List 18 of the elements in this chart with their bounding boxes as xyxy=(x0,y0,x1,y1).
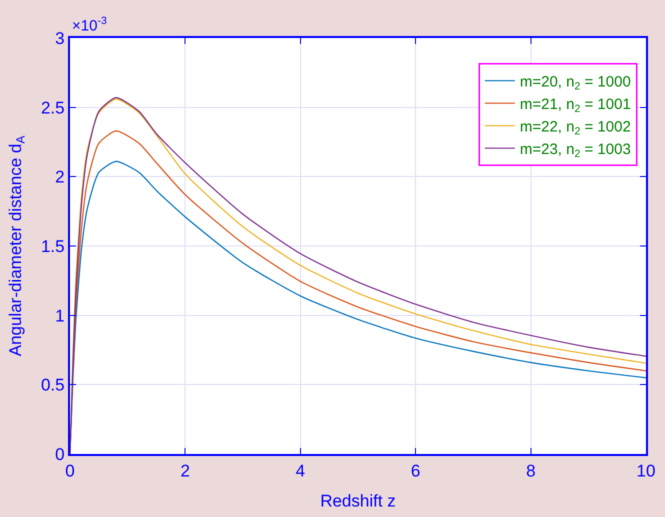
legend-label: m=21, n$_{2}$ = 1001 xyxy=(520,96,631,116)
legend-label: m=23, n$_{2}$ = 1003 xyxy=(520,141,631,160)
text: ×10$^{-3}$ xyxy=(72,15,107,34)
y-tick-label: 2 xyxy=(55,168,65,187)
x-tick-label: 10 xyxy=(636,461,656,480)
x-axis-title: Redshift z xyxy=(320,491,396,510)
x-tick-label: 6 xyxy=(410,461,420,480)
y-tick-label: 3 xyxy=(55,28,65,48)
y-tick-label: 1.5 xyxy=(40,236,65,256)
y-tick-label: 0 xyxy=(55,444,65,464)
y-tick-label: 0.5 xyxy=(40,376,65,395)
y-tick-label: 1 xyxy=(55,306,65,326)
y-tick-label: 2.5 xyxy=(40,98,65,118)
legend-label: m=22, n$_{2}$ = 1002 xyxy=(520,118,631,138)
x-tick-label: 2 xyxy=(180,461,190,480)
legend-label: m=20, n$_{2}$ = 1000 xyxy=(520,74,631,93)
x-tick-label: 4 xyxy=(296,461,306,480)
x-tick-label: 8 xyxy=(526,461,536,480)
